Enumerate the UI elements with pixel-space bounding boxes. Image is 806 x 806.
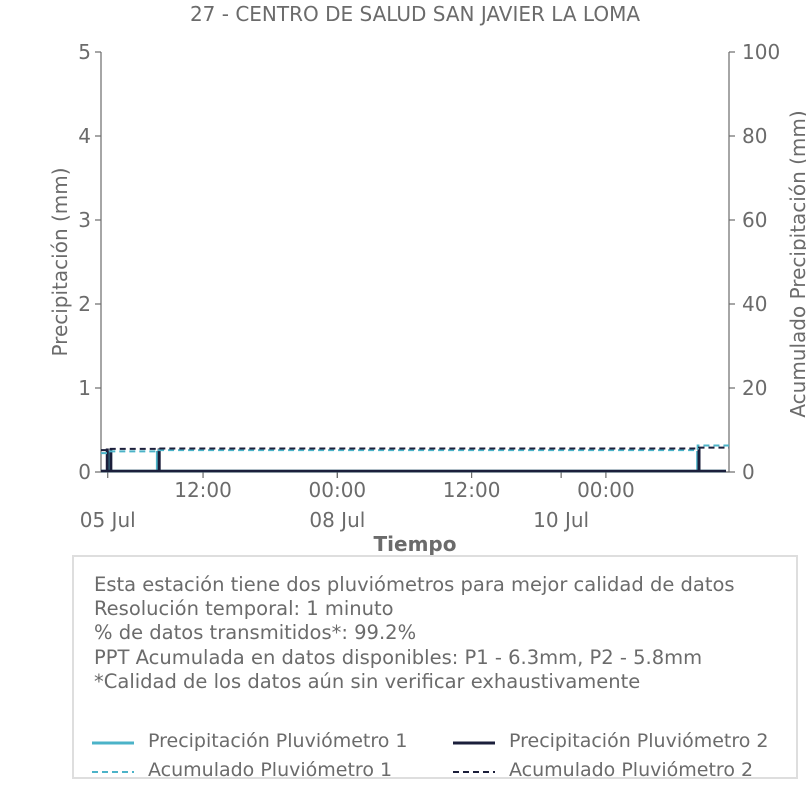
precipitation-chart: 0 1 2 3 4 5 0 20 40 60 80 100 Precipitación (mm) Acum… — [48, 40, 806, 532]
left-tick-label: 2 — [78, 292, 91, 316]
chart-title: 27 - CENTRO DE SALUD SAN JAVIER LA LOMA — [189, 2, 641, 26]
info-legend-box: Esta estación tiene dos pluviómetros par… — [72, 555, 798, 781]
info-line-resolution: Resolución temporal: 1 minuto — [94, 597, 394, 621]
right-tick-label: 20 — [742, 376, 767, 400]
x-date-label: 10 Jul — [533, 508, 589, 532]
info-line-transmitted: % de datos transmitidos*: 99.2% — [94, 621, 417, 645]
left-axis-label: Precipitación (mm) — [48, 167, 72, 356]
left-tick-label: 1 — [78, 376, 91, 400]
legend-swatch-acc2 — [453, 771, 495, 773]
info-line-stations: Esta estación tiene dos pluviómetros par… — [94, 573, 735, 596]
info-line-quality-note: *Calidad de los datos aún sin verificar … — [94, 669, 641, 693]
x-tick-label: 12:00 — [443, 478, 501, 502]
left-tick-label: 5 — [78, 40, 91, 64]
legend-label-acc2: Acumulado Pluviómetro 2 — [509, 759, 754, 781]
left-tick-label: 4 — [78, 124, 91, 148]
info-line-accumulated: PPT Acumulada en datos disponibles: P1 -… — [94, 645, 703, 669]
left-tick-label: 3 — [78, 208, 91, 232]
x-axis-label: Tiempo — [373, 532, 457, 556]
x-tick-label: 00:00 — [577, 478, 635, 502]
x-tick-label: 12:00 — [174, 478, 232, 502]
right-tick-label: 40 — [742, 292, 767, 316]
legend-label-p1: Precipitación Pluviómetro 1 — [148, 730, 408, 752]
right-axis-label: Acumulado Precipitación (mm) — [786, 110, 806, 417]
left-tick-label: 0 — [78, 460, 91, 484]
x-tick-label: 00:00 — [309, 478, 367, 502]
series-3-cumulative-line — [101, 444, 729, 455]
legend-label-p2: Precipitación Pluviómetro 2 — [509, 730, 769, 752]
legend-swatch-p1 — [92, 741, 134, 745]
right-tick-label: 60 — [742, 208, 767, 232]
legend-swatch-acc1 — [92, 771, 134, 773]
legend-label-acc1: Acumulado Pluviómetro 1 — [148, 759, 393, 781]
info-text: Esta estación tiene dos pluviómetros par… — [94, 573, 735, 694]
legend-swatch-p2 — [453, 741, 495, 745]
right-tick-label: 0 — [742, 460, 755, 484]
series-4-cumulative-line — [101, 446, 729, 452]
x-date-label: 08 Jul — [309, 508, 365, 532]
right-tick-label: 100 — [742, 40, 780, 64]
x-date-label: 05 Jul — [80, 508, 136, 532]
right-tick-label: 80 — [742, 124, 767, 148]
